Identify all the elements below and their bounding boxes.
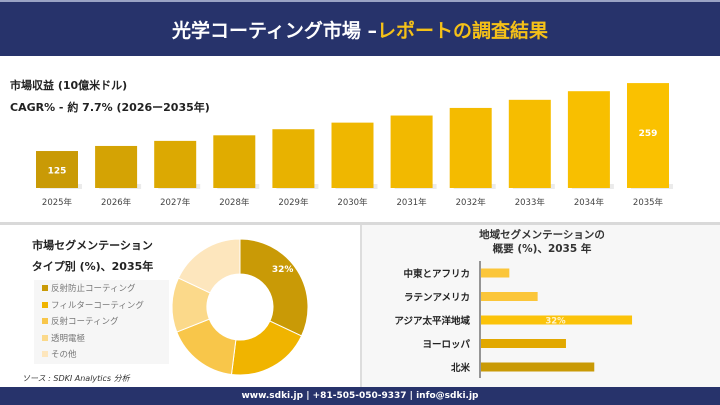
divider: [0, 222, 720, 225]
x-tick-label: 2026年: [101, 197, 132, 208]
bar-2031年: [390, 115, 433, 188]
legend-swatch: [42, 351, 48, 358]
legend-label: 反射コーティング: [51, 317, 119, 328]
region-bar: [481, 315, 633, 325]
cagr-label: CAGR% - 約 7.7% (2026ー2035年): [10, 101, 210, 114]
region-label: 北米: [451, 362, 471, 374]
slice-data-label: 32%: [272, 265, 294, 275]
x-tick-label: 2027年: [160, 197, 191, 208]
x-tick-label: 2030年: [337, 197, 368, 208]
segment-title-1: 市場セグメンテーション: [32, 239, 153, 252]
title-accent: レポートの調査結果: [376, 19, 548, 42]
legend-item: 反射防止コーティング: [34, 280, 169, 297]
region-label: 中東とアフリカ: [403, 268, 470, 280]
type-donut-chart: 32%: [171, 238, 309, 376]
region-bar: [481, 292, 538, 301]
region-bar: [481, 339, 566, 348]
x-tick-label: 2028年: [219, 197, 250, 208]
region-title: 地域セグメンテーションの 概要 (%)、2035 年: [362, 228, 720, 256]
region-bar: [481, 268, 510, 278]
x-tick-label: 2029年: [278, 197, 309, 208]
page-header: 光学コーティング市場 – レポートの調査結果: [0, 0, 720, 56]
region-title-2: 概要 (%)、2035 年: [492, 243, 592, 255]
revenue-bar-chart: 125 2025年 2026年 2027年 2028年 2029年 2030年 2031年 20…: [36, 83, 673, 208]
legend-swatch: [42, 334, 48, 341]
legend-label: フィルターコーティング: [51, 300, 144, 311]
bar-2025年: [36, 151, 78, 188]
bar-data-label: 259: [639, 129, 658, 139]
x-tick-label: 2034年: [574, 197, 605, 208]
title-main: 光学コーティング市場 –: [172, 19, 377, 42]
region-label: アジア太平洋地域: [394, 315, 470, 327]
legend-swatch: [42, 318, 48, 325]
source-note: ソース : SDKI Analytics 分析: [22, 374, 130, 383]
region-title-1: 地域セグメンテーションの: [479, 229, 605, 241]
bar-2030年: [331, 122, 374, 188]
legend-label: 透明電極: [51, 333, 86, 344]
bar-2028年: [213, 135, 256, 188]
x-tick-label: 2035年: [633, 197, 664, 208]
region-label: ヨーロッパ: [422, 339, 470, 351]
donut-slice-0: [239, 238, 309, 337]
x-tick-label: 2025年: [42, 197, 73, 208]
x-tick-label: 2031年: [397, 197, 428, 208]
revenue-label: 市場収益 (10億米ドル): [10, 79, 128, 92]
segment-title-2: タイプ別 (%)、2035年: [31, 260, 154, 273]
bar-2033年: [508, 99, 551, 188]
type-segmentation-panel: 市場セグメンテーション タイプ別 (%)、2035年 反射防止コーティング フィル…: [0, 225, 357, 387]
legend-label: その他: [51, 350, 77, 361]
bar-2032年: [449, 107, 492, 188]
legend-item: 透明電極: [34, 330, 169, 347]
x-tick-label: 2033年: [515, 197, 546, 208]
legend-item: その他: [34, 346, 169, 363]
legend-swatch: [42, 285, 48, 292]
bar-2029年: [272, 129, 315, 188]
region-segmentation-panel: 地域セグメンテーションの 概要 (%)、2035 年 中東とアフリカ ラテンアメリ…: [360, 225, 720, 387]
bar-data-label: 125: [48, 167, 67, 177]
legend-item: 反射コーティング: [34, 313, 169, 330]
region-bar: [481, 362, 595, 372]
x-tick-label: 2032年: [456, 197, 487, 208]
bar-2027年: [154, 140, 197, 188]
legend-item: フィルターコーティング: [34, 297, 169, 314]
donut-slice-4: [177, 238, 241, 294]
region-data-label: 32%: [545, 317, 566, 327]
region-label: ラテンアメリカ: [404, 293, 470, 304]
bar-2034年: [567, 91, 610, 188]
legend-swatch: [42, 301, 48, 308]
pie-legend: 反射防止コーティング フィルターコーティング 反射コーティング 透明電極その他: [34, 280, 169, 364]
bar-2026年: [95, 145, 138, 188]
bar-2035年: [627, 83, 669, 188]
legend-label: 反射防止コーティング: [51, 284, 136, 295]
footer-contact: www.sdki.jp | +81-505-050-9337 | info@sd…: [0, 387, 720, 405]
